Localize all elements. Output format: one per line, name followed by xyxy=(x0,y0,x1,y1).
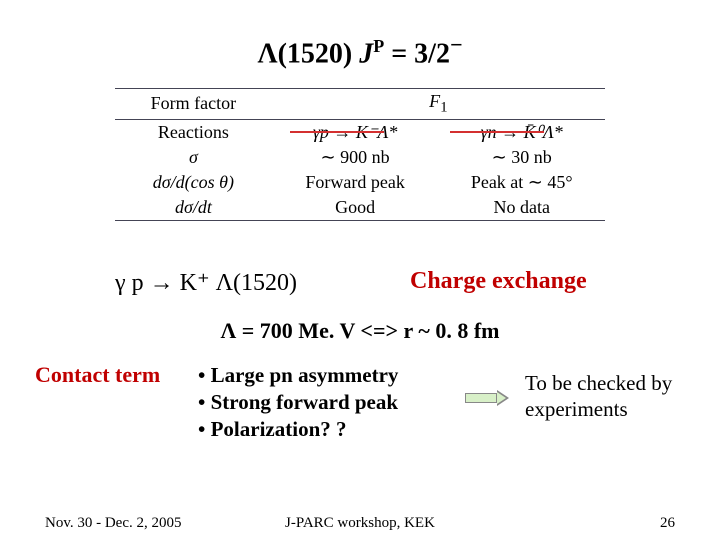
row-val: Forward peak xyxy=(272,170,439,195)
row-label: σ xyxy=(115,145,272,170)
table-header-row: Form factor F1 xyxy=(115,89,605,120)
header-f1: F1 xyxy=(272,89,605,120)
title-prefix: Λ(1520) xyxy=(258,38,360,69)
title-P: P xyxy=(373,36,384,56)
row-val: Good xyxy=(272,195,439,221)
table-row: σ ∼ 900 nb ∼ 30 nb xyxy=(115,145,605,170)
title-J: J xyxy=(359,38,373,69)
row-val: ∼ 900 nb xyxy=(272,145,439,170)
lambda-cutoff-line: Λ = 700 Me. V <=> r ~ 0. 8 fm xyxy=(0,318,720,344)
check-experiments-text: To be checked by experiments xyxy=(525,370,672,423)
table-row: dσ/dt Good No data xyxy=(115,195,605,221)
row-val: ∼ 30 nb xyxy=(438,145,605,170)
row-label: Reactions xyxy=(115,119,272,145)
table-row: dσ/d(cos θ) Forward peak Peak at ∼ 45° xyxy=(115,170,605,195)
red-underline-2 xyxy=(450,131,544,133)
footer-page-number: 26 xyxy=(660,515,675,532)
bullet-item: • Strong forward peak xyxy=(198,389,398,416)
contact-term-label: Contact term xyxy=(35,362,160,388)
check-line: To be checked by xyxy=(525,370,672,396)
arrow-icon xyxy=(465,390,511,406)
title-eq: = 3/2 xyxy=(384,38,450,69)
header-formfactor: Form factor xyxy=(115,89,272,120)
charge-exchange-label: Charge exchange xyxy=(410,268,587,295)
row-label: dσ/d(cos θ) xyxy=(115,170,272,195)
bullet-item: • Large pn asymmetry xyxy=(198,362,398,389)
row-val: Peak at ∼ 45° xyxy=(438,170,605,195)
footer-venue: J-PARC workshop, KEK xyxy=(0,515,720,532)
check-line: experiments xyxy=(525,396,672,422)
reaction-formula: γ p → K⁺ Λ(1520) xyxy=(115,268,297,297)
title-minus: − xyxy=(450,32,463,57)
bullet-list: • Large pn asymmetry • Strong forward pe… xyxy=(198,362,398,443)
red-underline-1 xyxy=(290,131,384,133)
slide-title: Λ(1520) JP = 3/2− xyxy=(0,32,720,70)
row-label: dσ/dt xyxy=(115,195,272,221)
bullet-item: • Polarization? ? xyxy=(198,416,398,443)
reactions-table: Form factor F1 Reactions γp → K⁻Λ* γn → … xyxy=(115,88,605,221)
row-val: No data xyxy=(438,195,605,221)
